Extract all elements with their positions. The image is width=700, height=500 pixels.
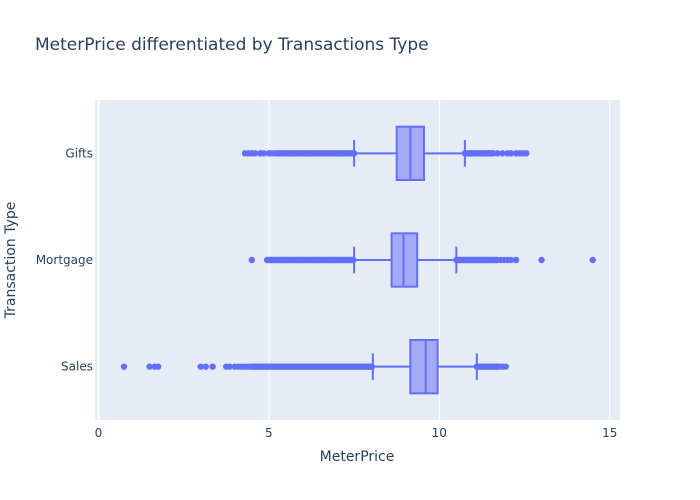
outlier-point (245, 363, 252, 370)
outlier-point (538, 256, 545, 264)
box-sales (120, 339, 509, 395)
x-tick-label: 5 (265, 426, 273, 440)
chart-title: MeterPrice differentiated by Transaction… (35, 35, 429, 55)
outlier-point (512, 256, 520, 264)
x-axis-ticks: 0 5 10 15 (95, 426, 618, 440)
y-tick-label: Sales (61, 360, 93, 374)
outlier-point (197, 363, 204, 370)
outlier-point (226, 363, 233, 370)
outlier-point (260, 150, 267, 157)
outlier-point (507, 256, 515, 264)
y-axis-title: Transaction Type (3, 202, 19, 320)
outlier-point (120, 363, 128, 370)
outlier-point (209, 363, 216, 370)
outlier-point (494, 150, 501, 157)
outlier-point (274, 150, 281, 157)
outlier-point (202, 363, 209, 370)
outlier-point (248, 256, 256, 264)
outlier-point (154, 363, 162, 370)
outlier-point (589, 256, 596, 264)
x-tick-label: 0 (95, 426, 103, 440)
outlier-point (499, 150, 506, 157)
outlier-point (502, 363, 509, 370)
outlier-point (146, 363, 153, 370)
outlier-point (523, 150, 530, 157)
x-tick-label: 15 (602, 426, 617, 440)
box-mortgage (248, 232, 596, 288)
box-iqr (409, 339, 439, 395)
outlier-point (252, 150, 259, 157)
outlier-point (507, 150, 515, 157)
x-axis-title: MeterPrice (320, 449, 395, 465)
outlier-point (263, 256, 271, 264)
box-series (120, 125, 596, 395)
box-gifts (241, 125, 530, 181)
x-tick-label: 10 (432, 426, 447, 440)
y-tick-label: Mortgage (36, 253, 93, 267)
y-axis-ticks: Gifts Mortgage Sales (36, 146, 93, 373)
y-tick-label: Gifts (65, 146, 93, 160)
